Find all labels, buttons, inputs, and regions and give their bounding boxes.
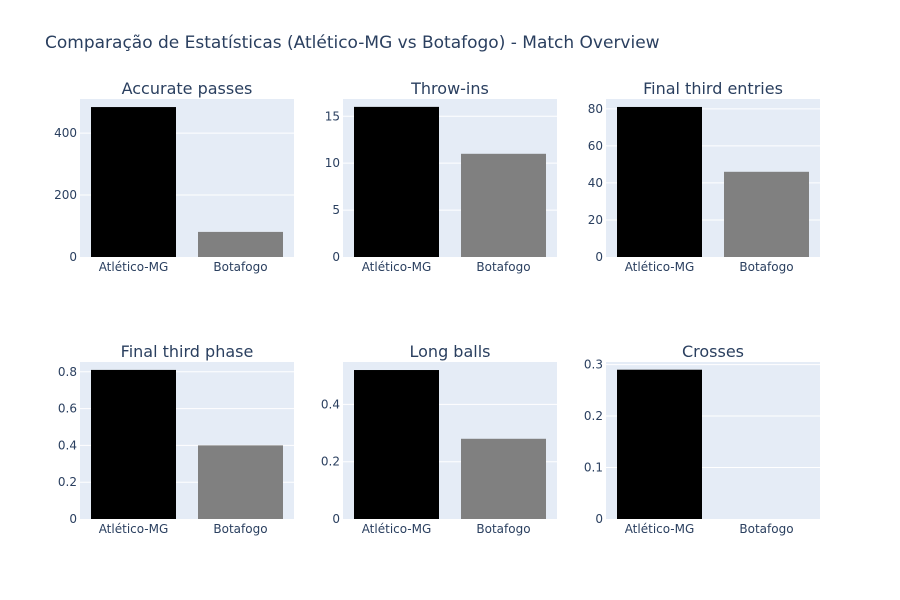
y-tick-label: 10: [325, 156, 340, 170]
subplot-title: Throw-ins: [410, 79, 489, 98]
x-tick-label: Atlético-MG: [99, 260, 169, 274]
y-tick-label: 0.3: [584, 358, 603, 372]
y-tick-label: 0: [595, 250, 603, 264]
x-tick-label: Botafogo: [213, 260, 267, 274]
y-tick-label: 0.4: [58, 438, 77, 452]
subplot-title: Long balls: [410, 342, 491, 361]
x-tick-label: Botafogo: [213, 522, 267, 536]
bar: [354, 370, 439, 519]
subplot-title: Accurate passes: [122, 79, 253, 98]
bar: [724, 171, 809, 257]
x-tick-label: Atlético-MG: [99, 522, 169, 536]
y-tick-label: 80: [588, 102, 603, 116]
y-tick-label: 400: [54, 126, 77, 140]
bar: [617, 369, 702, 519]
x-tick-label: Botafogo: [476, 522, 530, 536]
y-tick-label: 15: [325, 109, 340, 123]
x-tick-label: Botafogo: [739, 522, 793, 536]
subplot-title: Final third entries: [643, 79, 783, 98]
y-tick-label: 20: [588, 213, 603, 227]
x-tick-label: Atlético-MG: [362, 522, 432, 536]
y-tick-label: 0.2: [58, 475, 77, 489]
y-tick-label: 0.8: [58, 365, 77, 379]
y-tick-label: 60: [588, 139, 603, 153]
y-tick-label: 0.2: [584, 409, 603, 423]
y-tick-label: 0: [332, 250, 340, 264]
y-tick-label: 0: [69, 512, 77, 526]
figure-title: Comparação de Estatísticas (Atlético-MG …: [45, 33, 660, 53]
bar: [198, 231, 283, 257]
bar: [617, 106, 702, 257]
y-tick-label: 200: [54, 188, 77, 202]
y-tick-label: 0.6: [58, 402, 77, 416]
subplot-title: Final third phase: [121, 342, 254, 361]
bar: [91, 369, 176, 519]
bar: [461, 438, 546, 519]
x-tick-label: Botafogo: [476, 260, 530, 274]
y-tick-label: 0: [332, 512, 340, 526]
bar: [354, 106, 439, 258]
bar: [461, 153, 546, 257]
x-tick-label: Atlético-MG: [625, 260, 695, 274]
y-tick-label: 40: [588, 176, 603, 190]
y-tick-label: 0: [69, 250, 77, 264]
subplot-title: Crosses: [682, 342, 744, 361]
y-tick-label: 0: [595, 512, 603, 526]
x-tick-label: Botafogo: [739, 260, 793, 274]
x-tick-label: Atlético-MG: [625, 522, 695, 536]
bar: [91, 107, 176, 257]
y-tick-label: 0.4: [321, 397, 340, 411]
y-tick-label: 0.2: [321, 455, 340, 469]
y-tick-label: 0.1: [584, 461, 603, 475]
bar: [198, 445, 283, 519]
x-tick-label: Atlético-MG: [362, 260, 432, 274]
y-tick-label: 5: [332, 203, 340, 217]
